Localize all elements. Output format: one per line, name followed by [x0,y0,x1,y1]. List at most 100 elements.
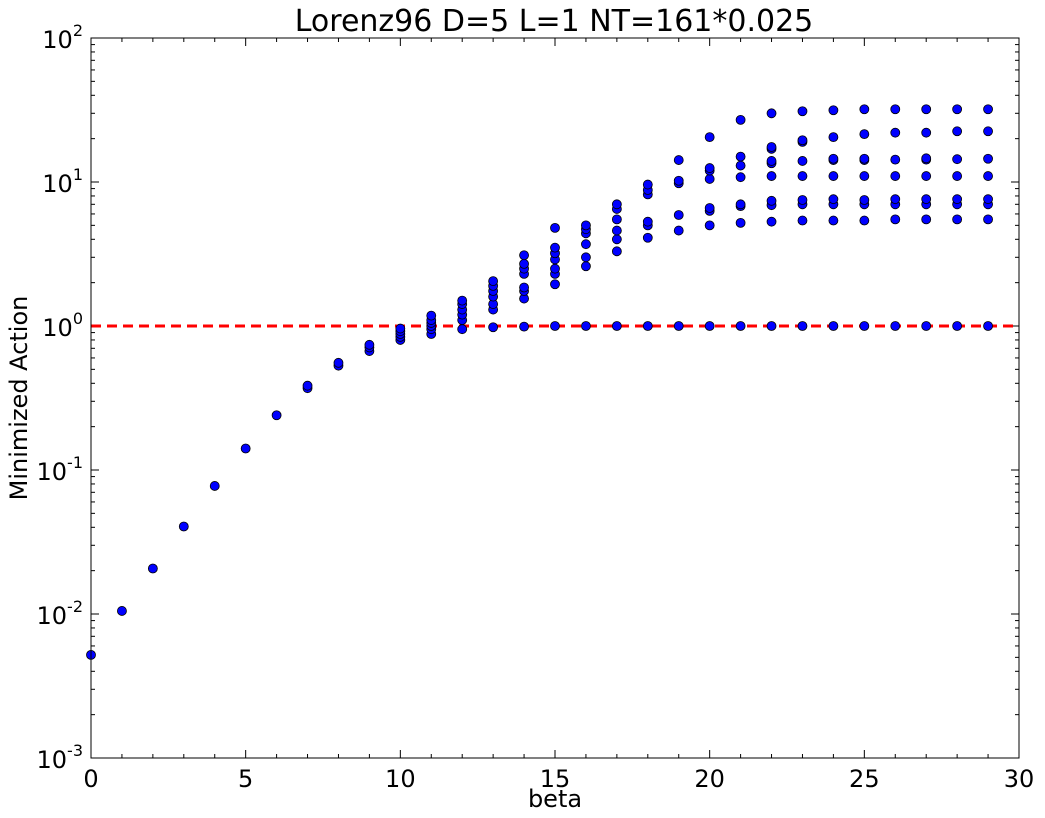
data-point [581,220,591,231]
data-point [704,132,715,143]
data-point [240,443,251,454]
data-point [209,481,220,491]
data-point [426,310,437,321]
data-point [828,215,839,226]
data-point [766,156,777,166]
data-point [983,104,993,115]
data-point [457,324,468,335]
data-point [642,232,653,243]
data-point [921,127,932,138]
data-point [766,108,777,119]
data-point [921,321,932,331]
y-tick-label: 102 [42,21,83,54]
data-point [519,258,529,269]
data-point [797,156,808,166]
data-point [952,214,963,225]
data-point [983,321,993,331]
data-point [828,105,839,116]
data-point [952,154,963,165]
data-point [673,210,684,220]
data-point [952,171,963,181]
data-point [550,321,560,331]
data-point [766,195,777,206]
data-point [859,171,870,181]
data-point [735,160,746,171]
data-point [952,126,963,137]
data-point [271,410,282,421]
data-point [581,261,591,272]
data-point [890,154,901,165]
data-point [952,321,963,331]
data-point [797,321,808,331]
data-point [983,171,993,181]
data-point [766,216,777,227]
x-tick-label: 10 [385,765,416,793]
data-point [581,252,591,263]
data-point [704,203,715,213]
y-axis-label: Minimized Action [5,296,33,501]
data-point [519,321,529,332]
y-tick-label: 10-3 [37,741,84,774]
data-point [519,250,529,261]
data-point [890,171,901,181]
data-point [890,127,901,138]
data-point [828,153,839,164]
data-point [859,195,870,205]
data-point [457,295,468,306]
data-point [673,321,684,331]
data-point [797,215,808,226]
data-point [611,321,622,331]
data-point [735,151,746,162]
data-point [797,135,808,146]
data-point [890,214,901,225]
x-tick-label: 0 [83,765,98,793]
x-tick-label: 20 [694,765,725,793]
data-point [952,104,963,115]
data-point [395,323,406,334]
data-point [611,214,622,225]
data-point [828,171,839,181]
data-point [859,104,870,115]
data-point [859,153,870,164]
data-point [921,171,932,181]
data-point [704,174,715,184]
data-points [86,104,993,660]
data-point [673,175,684,186]
data-point [952,194,963,205]
data-point [766,321,777,331]
data-point [704,163,715,173]
data-point [735,114,746,125]
y-tick-label: 100 [42,309,83,342]
data-point [519,282,529,293]
data-point [673,155,684,165]
data-point [921,214,932,225]
data-point [611,199,622,210]
data-point [983,194,993,205]
data-point [550,263,560,274]
data-point [890,194,901,205]
data-point [735,321,746,331]
data-point [178,521,189,532]
data-point [890,321,901,331]
data-point [333,357,344,368]
data-point [488,322,499,333]
data-point [859,129,870,140]
x-tick-label: 30 [1004,765,1035,793]
data-point [797,106,808,117]
data-point [488,276,499,287]
data-point [302,380,313,391]
data-point [828,194,839,205]
data-point [364,339,375,350]
data-point [550,242,560,253]
x-axis-label: beta [528,785,582,813]
x-tick-label: 15 [540,765,571,793]
x-tick-label: 25 [849,765,880,793]
data-point [983,214,993,225]
data-point [147,563,158,574]
data-point [828,132,839,143]
data-point [921,104,932,115]
data-point [828,321,839,331]
data-point [983,153,993,164]
data-point [611,234,622,245]
